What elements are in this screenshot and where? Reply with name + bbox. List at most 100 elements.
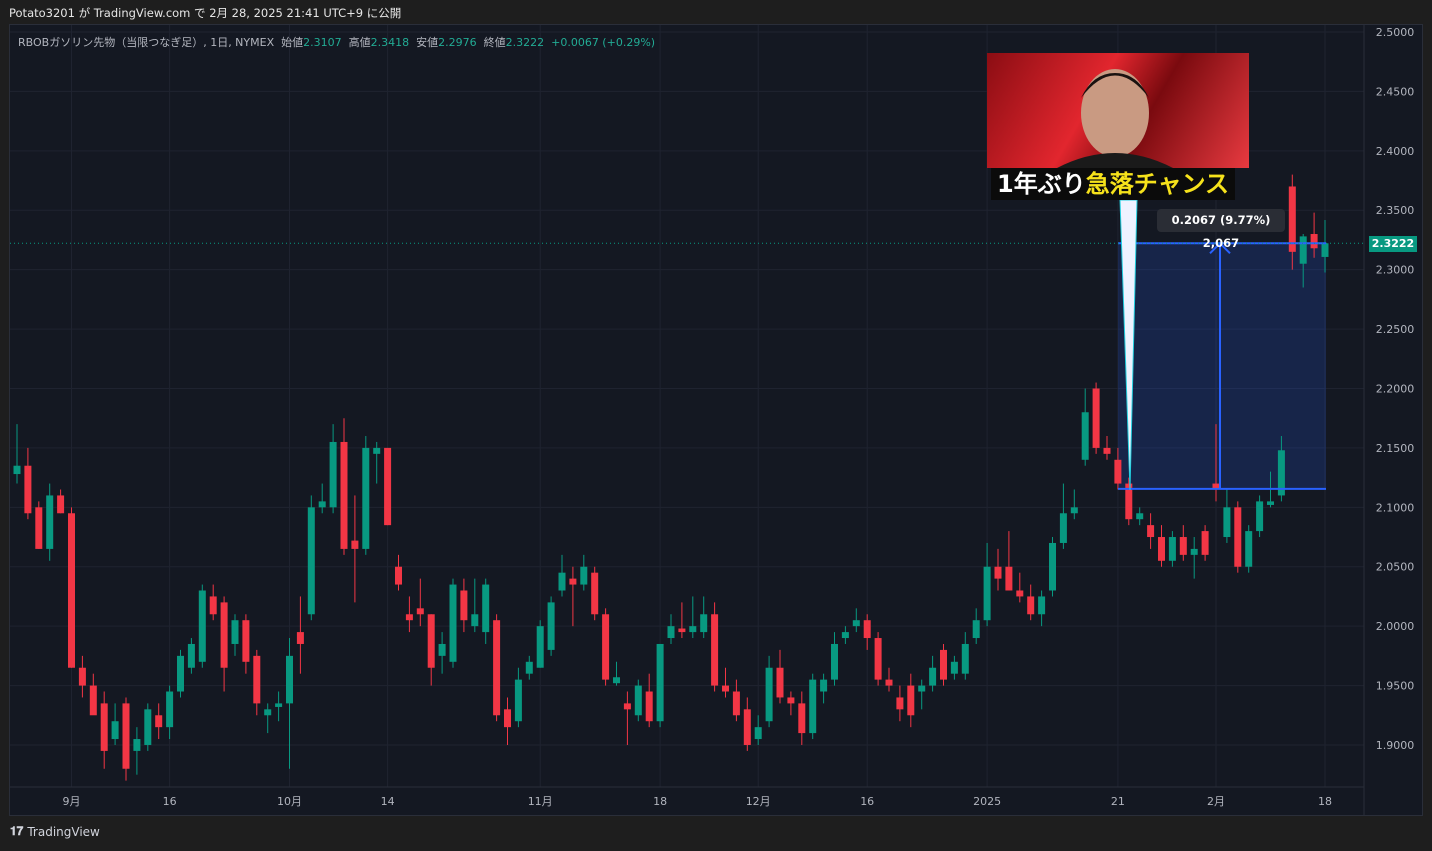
measure-label: 0.2067 (9.77%) 2,067 (1157, 209, 1285, 250)
close-value: 2.3222 (505, 36, 545, 49)
candle-down (242, 620, 250, 662)
candle-up (307, 507, 315, 615)
candle-down (1201, 531, 1209, 555)
candle-up (972, 620, 980, 639)
candle-down (776, 667, 784, 698)
open-value: 2.3107 (303, 36, 342, 49)
last-price-tag: 2.3222 (1369, 236, 1417, 252)
candle-up (852, 620, 860, 627)
candle-down (591, 572, 599, 615)
candle-down (384, 447, 392, 526)
candle-down (1179, 537, 1187, 555)
x-tick-label: 9月 (63, 795, 81, 808)
candle-up (1136, 513, 1144, 520)
x-tick-label: 10月 (277, 795, 302, 808)
candle-up (198, 590, 206, 662)
candle-down (645, 691, 653, 722)
candle-up (558, 572, 566, 591)
measure-arrow-icon (1209, 241, 1231, 254)
candle-up (547, 602, 555, 650)
measure-area (1118, 243, 1326, 489)
open-label: 始値 (281, 36, 304, 49)
candle-up (820, 679, 828, 692)
candle-up (438, 643, 446, 656)
candle-down (35, 507, 43, 549)
candle-up (275, 703, 283, 707)
candle-up (1256, 501, 1264, 532)
candle-up (449, 584, 457, 662)
footer-brand[interactable]: 𝟏𝟕 TradingView (10, 824, 100, 839)
candle-down (722, 685, 729, 692)
x-tick-label: 12月 (746, 795, 771, 808)
candle-up (286, 655, 293, 704)
candle-down (1158, 537, 1165, 561)
low-label: 安値 (416, 36, 439, 49)
candle-up (918, 685, 926, 692)
y-tick-label: 2.1000 (1376, 501, 1415, 514)
candle-up (264, 709, 272, 716)
candle-down (1147, 525, 1155, 538)
candle-down (89, 685, 97, 716)
candle-down (1212, 483, 1220, 490)
candle-up (471, 614, 479, 627)
candle-down (569, 578, 577, 585)
candle-down (57, 495, 65, 514)
candle-up (144, 709, 152, 745)
high-value: 2.3418 (370, 36, 410, 49)
candle-down (351, 540, 359, 549)
candle-down (493, 620, 501, 716)
candle-down (885, 679, 893, 686)
x-tick-label: 21 (1111, 795, 1125, 808)
candle-down (787, 697, 795, 704)
candle-down (24, 465, 32, 514)
candle-down (395, 566, 402, 585)
change-value: +0.0067 (+0.29%) (551, 36, 656, 49)
candle-up (1190, 548, 1198, 555)
candle-up (929, 667, 937, 686)
candle-up (841, 632, 849, 639)
y-tick-label: 2.1500 (1376, 442, 1415, 455)
candle-up (700, 614, 708, 633)
candle-down (405, 614, 413, 621)
candle-down (743, 709, 751, 745)
candle-down (1103, 447, 1111, 454)
candle-down (940, 649, 947, 680)
candle-down (296, 632, 304, 644)
candle-down (732, 691, 740, 716)
y-tick-label: 1.9500 (1376, 680, 1415, 693)
candle-down (1125, 483, 1133, 520)
candle-up (187, 643, 195, 668)
candle-down (896, 697, 904, 710)
thumbnail-caption: 1年ぶり急落チャンス (991, 168, 1235, 200)
candle-down (427, 614, 435, 668)
x-tick-label: 2025 (973, 795, 1001, 808)
caption-white: 1年ぶり (997, 170, 1086, 198)
candle-down (863, 620, 871, 639)
high-label: 高値 (348, 36, 371, 49)
candle-up (482, 584, 490, 633)
candle-down (1310, 234, 1318, 249)
candle-down (68, 513, 75, 668)
candle-down (994, 566, 1002, 579)
candle-down (155, 715, 163, 728)
candle-down (460, 590, 468, 621)
candle-up (514, 679, 522, 722)
symbol-name: RBOBガソリン先物（当限つなぎ足）, 1日, NYMEX (18, 36, 275, 49)
candle-up (689, 626, 697, 633)
x-tick-label: 14 (381, 795, 395, 808)
candle-up (765, 667, 773, 722)
candle-up (1245, 531, 1253, 567)
x-tick-label: 18 (1318, 795, 1332, 808)
tradingview-logo-icon: 𝟏𝟕 (10, 824, 24, 838)
candle-up (1321, 243, 1329, 257)
candle-up (111, 721, 119, 740)
y-tick-label: 2.4000 (1376, 145, 1415, 158)
candle-up (13, 465, 21, 475)
candle-down (623, 703, 631, 710)
candle-up (961, 643, 969, 674)
candle-up (1277, 450, 1285, 496)
candle-up (983, 566, 991, 621)
candle-up (831, 643, 838, 680)
x-tick-label: 11月 (528, 795, 553, 808)
